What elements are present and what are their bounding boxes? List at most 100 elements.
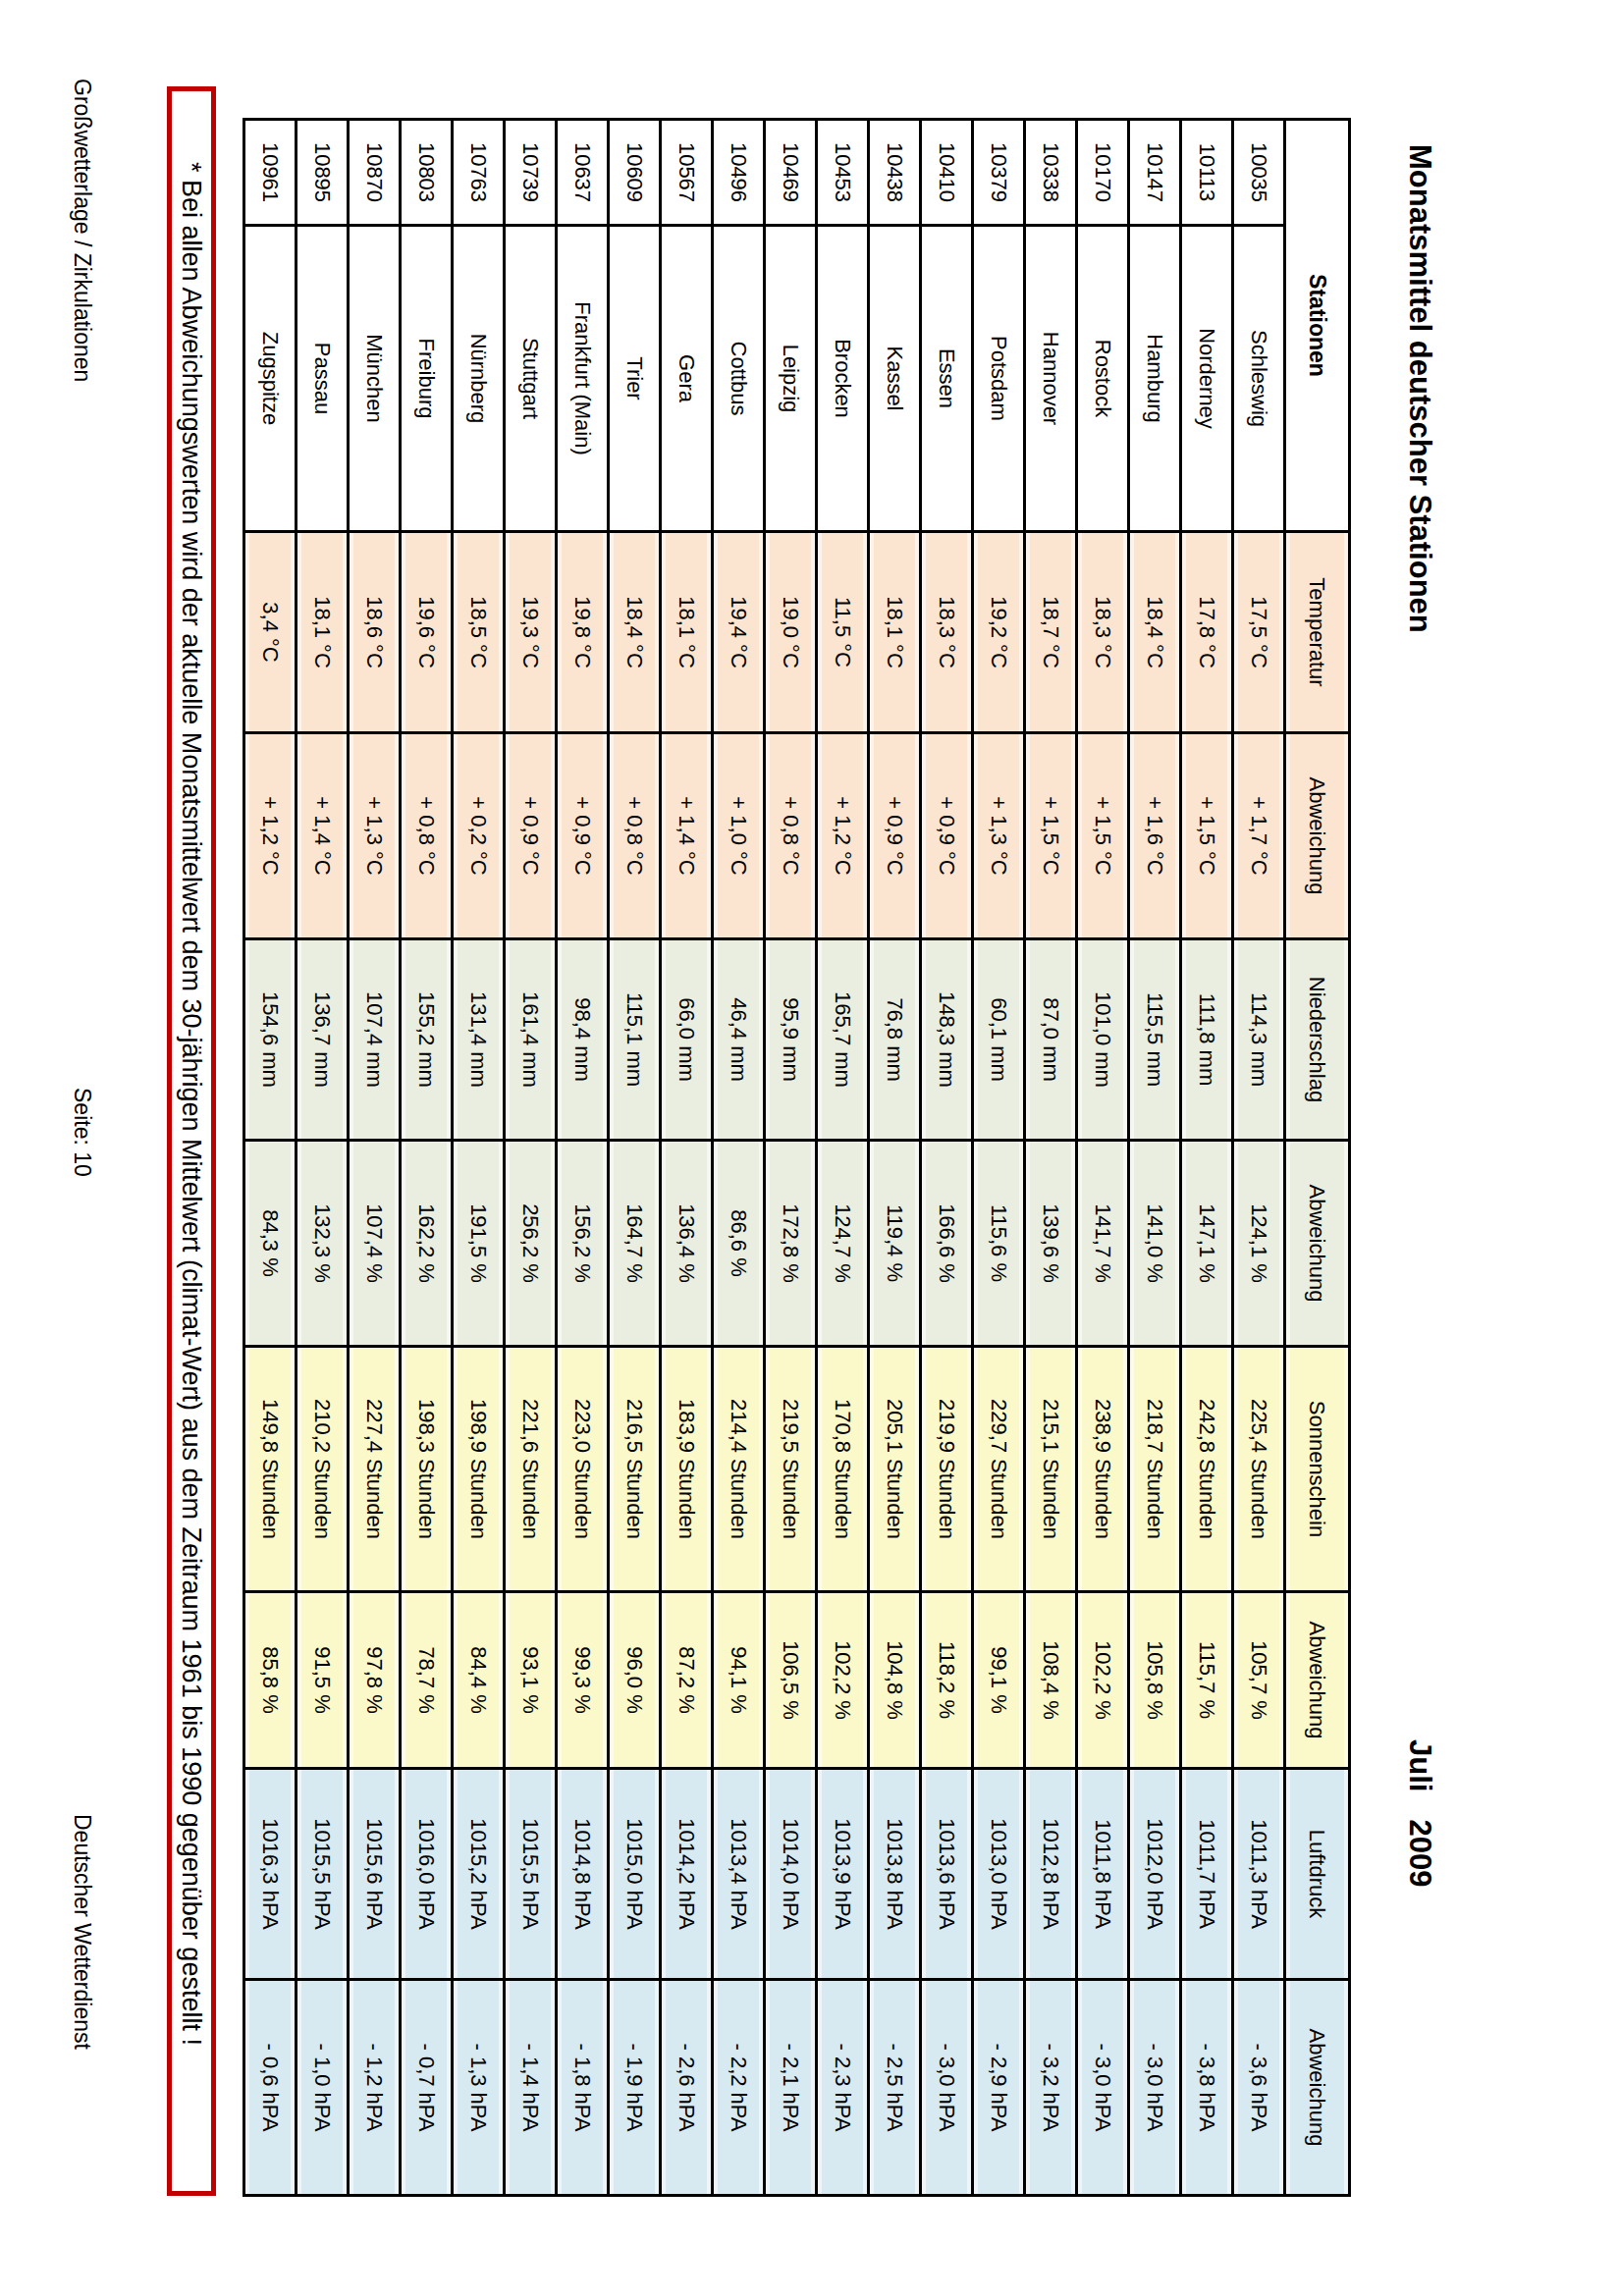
table-row: 10609Trier18,4 °C+ 0,8 °C115,1 mm164,7 %… bbox=[609, 120, 661, 2196]
precipitation-cell: 60,1 mm bbox=[973, 939, 1025, 1141]
station-name-cell: Rostock bbox=[1077, 226, 1129, 532]
station-code-cell: 10410 bbox=[921, 120, 973, 226]
temperature-deviation-cell: + 0,2 °C bbox=[453, 733, 505, 939]
pressure-cell: 1015,6 hPA bbox=[349, 1769, 401, 1980]
precipitation-deviation-cell: 139,6 % bbox=[1025, 1141, 1077, 1347]
station-code-cell: 10870 bbox=[349, 120, 401, 226]
station-code-cell: 10147 bbox=[1129, 120, 1181, 226]
pressure-deviation-cell: - 2,1 hPA bbox=[765, 1980, 817, 2196]
temperature-cell: 18,3 °C bbox=[1077, 532, 1129, 733]
precipitation-cell: 136,7 mm bbox=[297, 939, 349, 1141]
station-code-cell: 10763 bbox=[453, 120, 505, 226]
temperature-cell: 19,8 °C bbox=[557, 532, 609, 733]
table-row: 10147Hamburg18,4 °C+ 1,6 °C115,5 mm141,0… bbox=[1129, 120, 1181, 2196]
pressure-cell: 1014,8 hPA bbox=[557, 1769, 609, 1980]
table-row: 10379Potsdam19,2 °C+ 1,3 °C60,1 mm115,6 … bbox=[973, 120, 1025, 2196]
precipitation-deviation-cell: 115,6 % bbox=[973, 1141, 1025, 1347]
sunshine-cell: 215,1 Stunden bbox=[1025, 1347, 1077, 1592]
temperature-cell: 17,8 °C bbox=[1181, 532, 1233, 733]
header-precipitation-deviation: Abweichung bbox=[1285, 1141, 1350, 1347]
pressure-cell: 1013,4 hPA bbox=[713, 1769, 765, 1980]
station-code-cell: 10338 bbox=[1025, 120, 1077, 226]
precipitation-cell: 101,0 mm bbox=[1077, 939, 1129, 1141]
sunshine-deviation-cell: 102,2 % bbox=[1077, 1592, 1129, 1769]
pressure-cell: 1015,5 hPA bbox=[505, 1769, 557, 1980]
table-row: 10895Passau18,1 °C+ 1,4 °C136,7 mm132,3 … bbox=[297, 120, 349, 2196]
sunshine-deviation-cell: 84,4 % bbox=[453, 1592, 505, 1769]
pressure-cell: 1015,0 hPA bbox=[609, 1769, 661, 1980]
header-sunshine: Sonnenschein bbox=[1285, 1347, 1350, 1592]
table-row: 10170Rostock18,3 °C+ 1,5 °C101,0 mm141,7… bbox=[1077, 120, 1129, 2196]
precipitation-cell: 98,4 mm bbox=[557, 939, 609, 1141]
sunshine-deviation-cell: 96,0 % bbox=[609, 1592, 661, 1769]
temperature-deviation-cell: + 0,9 °C bbox=[505, 733, 557, 939]
page-title: Monatsmittel deutscher Stationen bbox=[1402, 144, 1437, 633]
station-code-cell: 10567 bbox=[661, 120, 713, 226]
pressure-deviation-cell: - 1,9 hPA bbox=[609, 1980, 661, 2196]
sunshine-deviation-cell: 108,4 % bbox=[1025, 1592, 1077, 1769]
page-year: 2009 bbox=[1403, 1819, 1437, 1887]
sunshine-deviation-cell: 94,1 % bbox=[713, 1592, 765, 1769]
page-month: Juli bbox=[1403, 1739, 1437, 1791]
precipitation-deviation-cell: 119,4 % bbox=[869, 1141, 921, 1347]
sunshine-cell: 198,3 Stunden bbox=[401, 1347, 453, 1592]
station-name-cell: Norderney bbox=[1181, 226, 1233, 532]
station-name-cell: München bbox=[349, 226, 401, 532]
table-row: 10803Freiburg19,6 °C+ 0,8 °C155,2 mm162,… bbox=[401, 120, 453, 2196]
page-date: Juli 2009 bbox=[1402, 1739, 1437, 1887]
pressure-deviation-cell: - 1,8 hPA bbox=[557, 1980, 609, 2196]
sunshine-deviation-cell: 115,7 % bbox=[1181, 1592, 1233, 1769]
precipitation-deviation-cell: 141,0 % bbox=[1129, 1141, 1181, 1347]
header-row: Stationen Temperatur Abweichung Niedersc… bbox=[1285, 120, 1350, 2196]
temperature-cell: 17,5 °C bbox=[1233, 532, 1285, 733]
pressure-deviation-cell: - 2,9 hPA bbox=[973, 1980, 1025, 2196]
precipitation-deviation-cell: 172,8 % bbox=[765, 1141, 817, 1347]
precipitation-cell: 154,6 mm bbox=[244, 939, 297, 1141]
pressure-deviation-cell: - 3,6 hPA bbox=[1233, 1980, 1285, 2196]
precipitation-cell: 148,3 mm bbox=[921, 939, 973, 1141]
sunshine-deviation-cell: 104,8 % bbox=[869, 1592, 921, 1769]
temperature-cell: 19,6 °C bbox=[401, 532, 453, 733]
header-stations: Stationen bbox=[1285, 120, 1350, 532]
sunshine-cell: 223,0 Stunden bbox=[557, 1347, 609, 1592]
temperature-deviation-cell: + 1,7 °C bbox=[1233, 733, 1285, 939]
temperature-deviation-cell: + 1,3 °C bbox=[349, 733, 401, 939]
stations-table: Stationen Temperatur Abweichung Niedersc… bbox=[243, 118, 1351, 2197]
temperature-cell: 18,4 °C bbox=[609, 532, 661, 733]
header-temperature-deviation: Abweichung bbox=[1285, 733, 1350, 939]
temperature-cell: 18,5 °C bbox=[453, 532, 505, 733]
precipitation-cell: 161,4 mm bbox=[505, 939, 557, 1141]
precipitation-deviation-cell: 124,7 % bbox=[817, 1141, 869, 1347]
pressure-deviation-cell: - 3,8 hPA bbox=[1181, 1980, 1233, 2196]
precipitation-deviation-cell: 164,7 % bbox=[609, 1141, 661, 1347]
table-row: 10113Norderney17,8 °C+ 1,5 °C111,8 mm147… bbox=[1181, 120, 1233, 2196]
pressure-cell: 1011,8 hPA bbox=[1077, 1769, 1129, 1980]
precipitation-deviation-cell: 124,1 % bbox=[1233, 1141, 1285, 1347]
station-code-cell: 10035 bbox=[1233, 120, 1285, 226]
temperature-deviation-cell: + 0,9 °C bbox=[921, 733, 973, 939]
temperature-cell: 18,1 °C bbox=[297, 532, 349, 733]
pressure-deviation-cell: - 2,2 hPA bbox=[713, 1980, 765, 2196]
precipitation-cell: 107,4 mm bbox=[349, 939, 401, 1141]
sunshine-cell: 216,5 Stunden bbox=[609, 1347, 661, 1592]
table-row: 10739Stuttgart19,3 °C+ 0,9 °C161,4 mm256… bbox=[505, 120, 557, 2196]
station-name-cell: Zugspitze bbox=[244, 226, 297, 532]
sunshine-deviation-cell: 85,8 % bbox=[244, 1592, 297, 1769]
station-name-cell: Gera bbox=[661, 226, 713, 532]
sunshine-cell: 183,9 Stunden bbox=[661, 1347, 713, 1592]
sunshine-deviation-cell: 99,1 % bbox=[973, 1592, 1025, 1769]
precipitation-deviation-cell: 166,6 % bbox=[921, 1141, 973, 1347]
header-sunshine-deviation: Abweichung bbox=[1285, 1592, 1350, 1769]
sunshine-cell: 198,9 Stunden bbox=[453, 1347, 505, 1592]
precipitation-cell: 115,1 mm bbox=[609, 939, 661, 1141]
temperature-deviation-cell: + 1,5 °C bbox=[1025, 733, 1077, 939]
temperature-deviation-cell: + 1,4 °C bbox=[661, 733, 713, 939]
station-code-cell: 10739 bbox=[505, 120, 557, 226]
station-name-cell: Essen bbox=[921, 226, 973, 532]
temperature-cell: 18,6 °C bbox=[349, 532, 401, 733]
sunshine-deviation-cell: 99,3 % bbox=[557, 1592, 609, 1769]
temperature-deviation-cell: + 0,9 °C bbox=[557, 733, 609, 939]
pressure-cell: 1014,0 hPA bbox=[765, 1769, 817, 1980]
table-row: 10637Frankfurt (Main)19,8 °C+ 0,9 °C98,4… bbox=[557, 120, 609, 2196]
temperature-cell: 18,3 °C bbox=[921, 532, 973, 733]
